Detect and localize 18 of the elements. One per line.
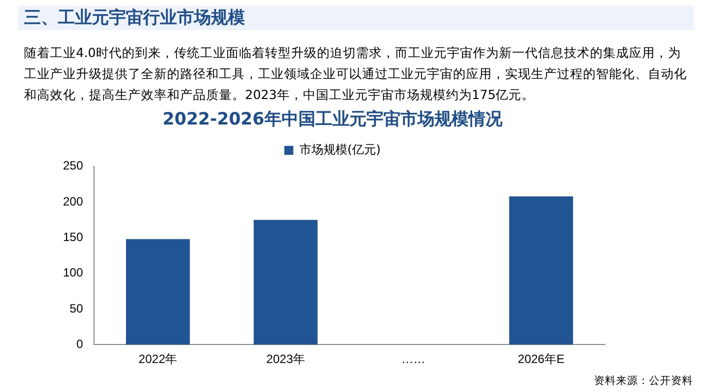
bar	[126, 239, 190, 345]
y-tick-label: 0	[76, 336, 84, 351]
y-tick-label: 250	[62, 158, 84, 173]
bar	[509, 196, 574, 345]
text: 随着工业4.0时代的到来，传统工业面临着转型升级的迫切需求，而工业元宇宙作为新一代信息技术的集成应用，为工业产业升级提供了全新的路径和工具，工业领域企业可以通过工业元宇宙的应用，实现生产过程的智能化、自动化和高效化，提高生产效率和产品质量。2023年，中国工业元宇宙市场规模约为175亿元。	[24, 44, 688, 104]
y-tick-label: 50	[70, 301, 84, 316]
y-tick-label: 150	[62, 230, 84, 244]
x-tick-label: 2022年	[138, 352, 178, 366]
x-tick-label: ……	[401, 352, 426, 366]
y-tick-label: 100	[62, 266, 84, 280]
bar	[254, 220, 318, 345]
legend-label: 市场规模(亿元)	[299, 142, 381, 157]
text: 三、工业元宇宙行业市场规模	[18, 6, 694, 30]
chart-title: 2022-2026年中国工业元宇宙市场规模情况	[162, 110, 504, 130]
x-tick-label: 2026年E	[518, 352, 564, 366]
y-tick-label: 200	[62, 194, 84, 208]
x-tick-label: 2023年	[266, 352, 305, 366]
text: 资料来源：公开资料	[594, 374, 693, 388]
